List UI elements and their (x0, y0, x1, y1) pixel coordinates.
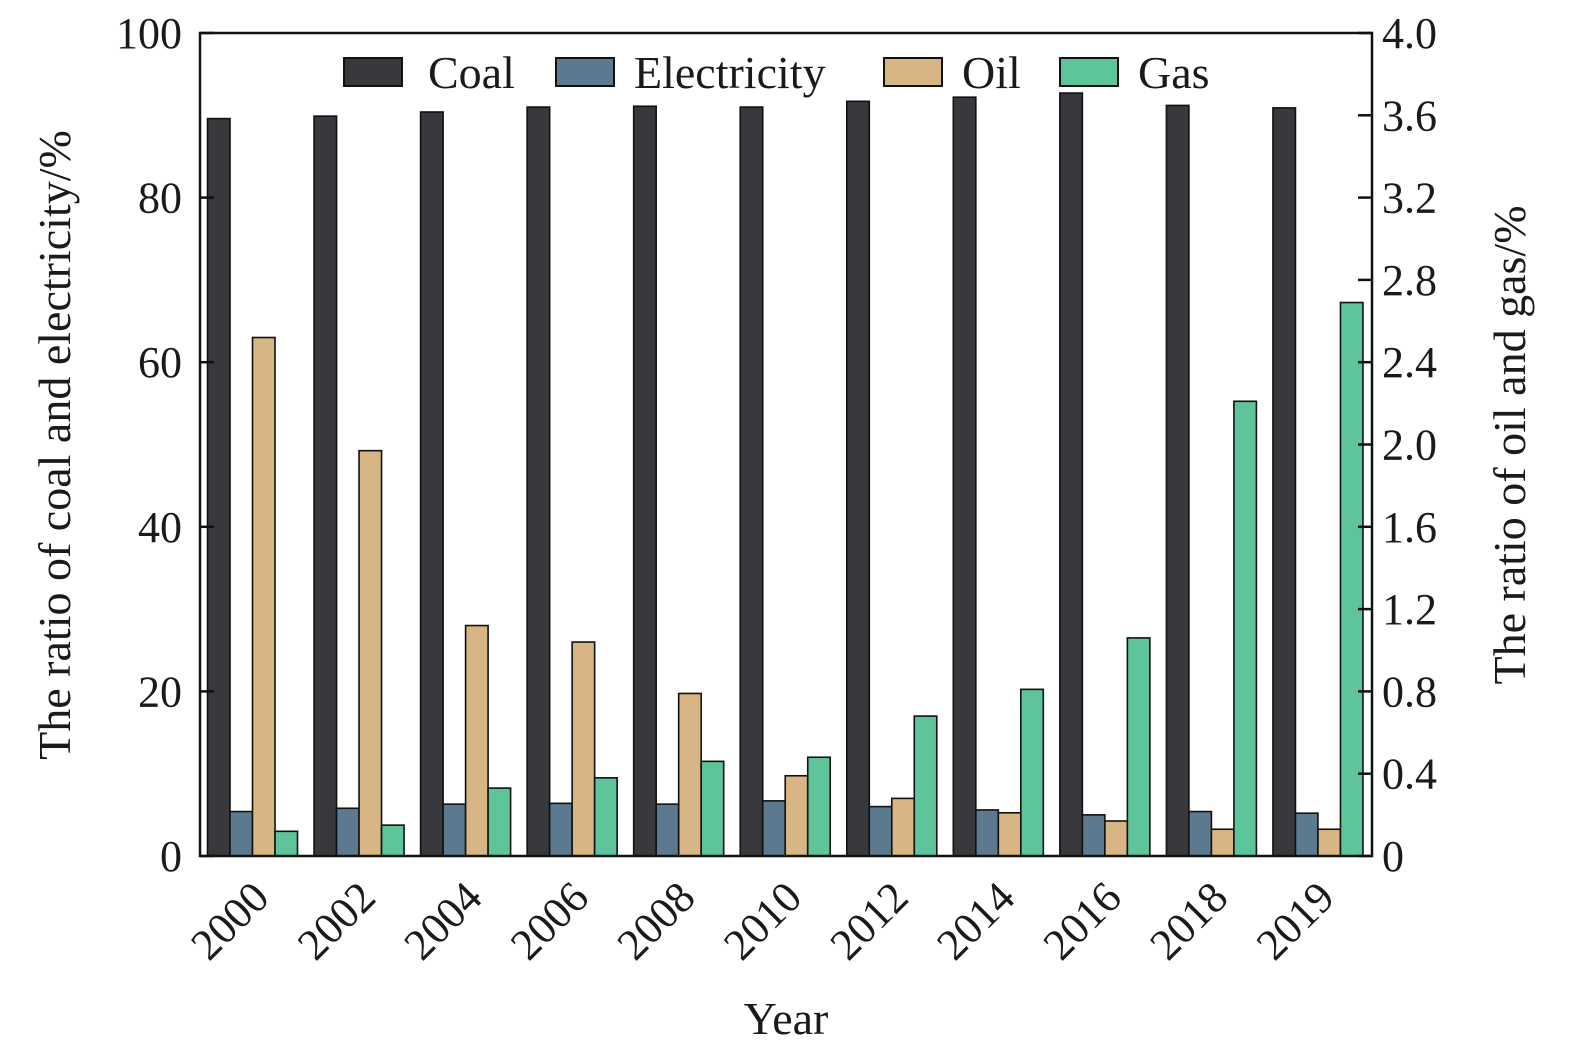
bar-oil-2018 (1210, 828, 1235, 857)
bar-electricity-2019 (1294, 812, 1319, 857)
x-tick-label: 2006 (501, 872, 598, 969)
legend-label-electricity: Electricity (634, 47, 826, 98)
plot-frame (198, 31, 1374, 858)
y-axis-right-title: The ratio of oil and gas/% (1484, 205, 1535, 684)
bar-gas-2000 (274, 830, 299, 857)
y-right-tick-label: 1.6 (1382, 503, 1437, 552)
legend-label-coal: Coal (428, 47, 515, 98)
y-right-tick-label: 2.8 (1382, 256, 1437, 305)
y-right-tick-label: 3.2 (1382, 174, 1437, 223)
bar-electricity-2006 (548, 802, 573, 857)
x-tick-label: 2016 (1034, 872, 1131, 969)
bar-oil-2014 (997, 811, 1022, 857)
y-left-tick-label: 20 (138, 667, 182, 716)
y-right-tick-label: 1.2 (1382, 585, 1437, 634)
bar-electricity-2018 (1188, 810, 1213, 857)
bar-electricity-2010 (761, 800, 787, 857)
legend-swatch-gas (1059, 57, 1119, 87)
y-right-tick-label: 3.6 (1382, 91, 1437, 140)
legend-swatch-oil (883, 57, 943, 87)
y-left-tick-label: 80 (138, 174, 182, 223)
bar-oil-2012 (890, 797, 916, 857)
x-tick-label: 2012 (821, 872, 918, 969)
bar-electricity-2016 (1081, 814, 1106, 857)
legend: Coal Electricity Oil Gas (343, 47, 1210, 98)
bar-gas-2006 (593, 777, 618, 857)
y-right-tick-label: 0.4 (1382, 750, 1437, 799)
bar-coal-2006 (526, 106, 551, 857)
bar-gas-2014 (1020, 688, 1045, 857)
bar-electricity-2014 (975, 809, 1000, 857)
y-left-tick-label: 40 (138, 503, 182, 552)
y-right-tick-label: 2.0 (1382, 421, 1437, 470)
bar-coal-2014 (952, 96, 977, 857)
y-left-tick-label: 100 (116, 9, 182, 58)
bar-coal-2012 (845, 100, 871, 857)
bar-coal-2004 (419, 111, 444, 857)
bar-coal-2018 (1165, 104, 1190, 857)
bar-electricity-2008 (655, 803, 680, 857)
x-tick-label: 2000 (181, 872, 278, 969)
x-tick-label: 2010 (714, 872, 811, 969)
legend-swatch-electricity (555, 57, 615, 87)
bar-electricity-2002 (335, 807, 360, 857)
bar-oil-2016 (1104, 820, 1129, 857)
legend-label-gas: Gas (1138, 47, 1210, 98)
bar-gas-2018 (1233, 400, 1258, 857)
bar-coal-2019 (1272, 107, 1297, 857)
y-right-tick-label: 0 (1382, 832, 1404, 881)
bar-electricity-2000 (229, 810, 254, 857)
y-right-tick-label: 4.0 (1382, 9, 1437, 58)
bar-gas-2012 (913, 715, 938, 857)
y-left-tick-label: 0 (160, 832, 182, 881)
x-tick-label: 2008 (608, 872, 705, 969)
x-tick-label: 2018 (1140, 872, 1237, 969)
bar-oil-2019 (1317, 828, 1342, 857)
bar-coal-2008 (632, 105, 657, 857)
bar-coal-2010 (739, 106, 764, 857)
y-axis-left-title: The ratio of coal and electricity/% (29, 130, 80, 760)
legend-swatch-coal (343, 57, 403, 87)
x-tick-label: 2004 (395, 872, 492, 969)
bar-coal-2016 (1059, 92, 1084, 857)
y-left-tick-label: 60 (138, 338, 182, 387)
y-right-tick-label: 2.4 (1382, 338, 1437, 387)
legend-label-oil: Oil (962, 47, 1021, 98)
bar-oil-2002 (358, 449, 383, 857)
bar-oil-2000 (251, 336, 276, 857)
y-right-tick-label: 0.8 (1382, 667, 1437, 716)
bar-gas-2002 (380, 824, 405, 857)
bar-electricity-2012 (868, 805, 893, 857)
bar-coal-2000 (206, 117, 231, 857)
x-tick-label: 2019 (1247, 872, 1344, 969)
bar-gas-2004 (487, 787, 512, 857)
bar-electricity-2004 (442, 803, 467, 857)
x-tick-label: 2002 (288, 872, 385, 969)
bar-oil-2004 (464, 624, 489, 857)
bar-gas-2008 (700, 760, 725, 857)
bar-oil-2006 (571, 641, 596, 857)
bar-oil-2010 (784, 774, 809, 857)
x-tick-label: 2014 (927, 872, 1024, 969)
x-axis-title: Year (744, 993, 829, 1044)
bar-coal-2002 (313, 115, 338, 857)
bar-oil-2008 (677, 692, 702, 857)
bar-gas-2016 (1126, 637, 1151, 857)
bar-gas-2010 (806, 756, 832, 857)
